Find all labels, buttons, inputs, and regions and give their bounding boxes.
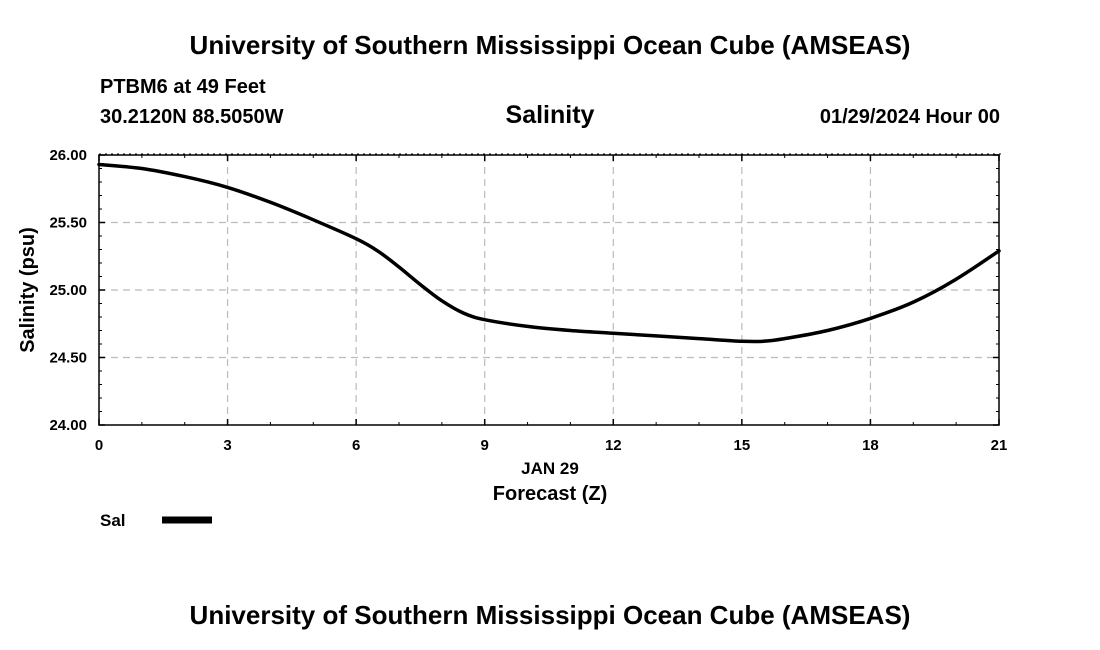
x-axis-label: Forecast (Z) bbox=[493, 483, 607, 505]
y-tick-label: 26.00 bbox=[49, 147, 87, 164]
y-tick-label: 25.00 bbox=[49, 282, 87, 299]
x-tick-labels: 0 3 6 9 12 15 18 21 bbox=[95, 437, 1008, 454]
forecast-date: 01/29/2024 Hour 00 bbox=[819, 106, 1000, 128]
main-title: University of Southern Mississippi Ocean… bbox=[189, 30, 911, 60]
legend-label-sal: Sal bbox=[100, 511, 126, 530]
x-tick-label: 0 bbox=[95, 437, 103, 454]
station-coordinates: 30.2120N 88.5050W bbox=[100, 106, 284, 128]
y-axis-label: Salinity (psu) bbox=[17, 227, 39, 353]
chart-title: Salinity bbox=[505, 101, 595, 129]
x-tick-label: 18 bbox=[862, 437, 879, 454]
x-tick-label: 15 bbox=[734, 437, 751, 454]
x-tick-label: 12 bbox=[605, 437, 622, 454]
plot-frame bbox=[98, 154, 1000, 426]
station-label: PTBM6 at 49 Feet bbox=[100, 76, 266, 98]
y-tick-label: 24.50 bbox=[49, 350, 87, 367]
y-tick-label: 25.50 bbox=[49, 215, 87, 232]
x-tick-label: 3 bbox=[223, 437, 231, 454]
x-axis-date-label: JAN 29 bbox=[521, 459, 579, 478]
x-tick-label: 6 bbox=[352, 437, 360, 454]
series-line-sal bbox=[97, 162, 1001, 344]
x-tick-label: 21 bbox=[991, 437, 1008, 454]
y-tick-label: 24.00 bbox=[49, 417, 87, 434]
y-tick-labels: 24.00 24.50 25.00 25.50 26.00 bbox=[49, 147, 87, 434]
salinity-chart: 0 3 6 9 12 15 18 21 24.00 24.50 25.00 25.50 26.00 J… bbox=[17, 147, 1008, 530]
grid-lines bbox=[99, 155, 999, 425]
x-tick-label: 9 bbox=[481, 437, 489, 454]
footer-title: University of Southern Mississippi Ocean… bbox=[189, 600, 911, 630]
